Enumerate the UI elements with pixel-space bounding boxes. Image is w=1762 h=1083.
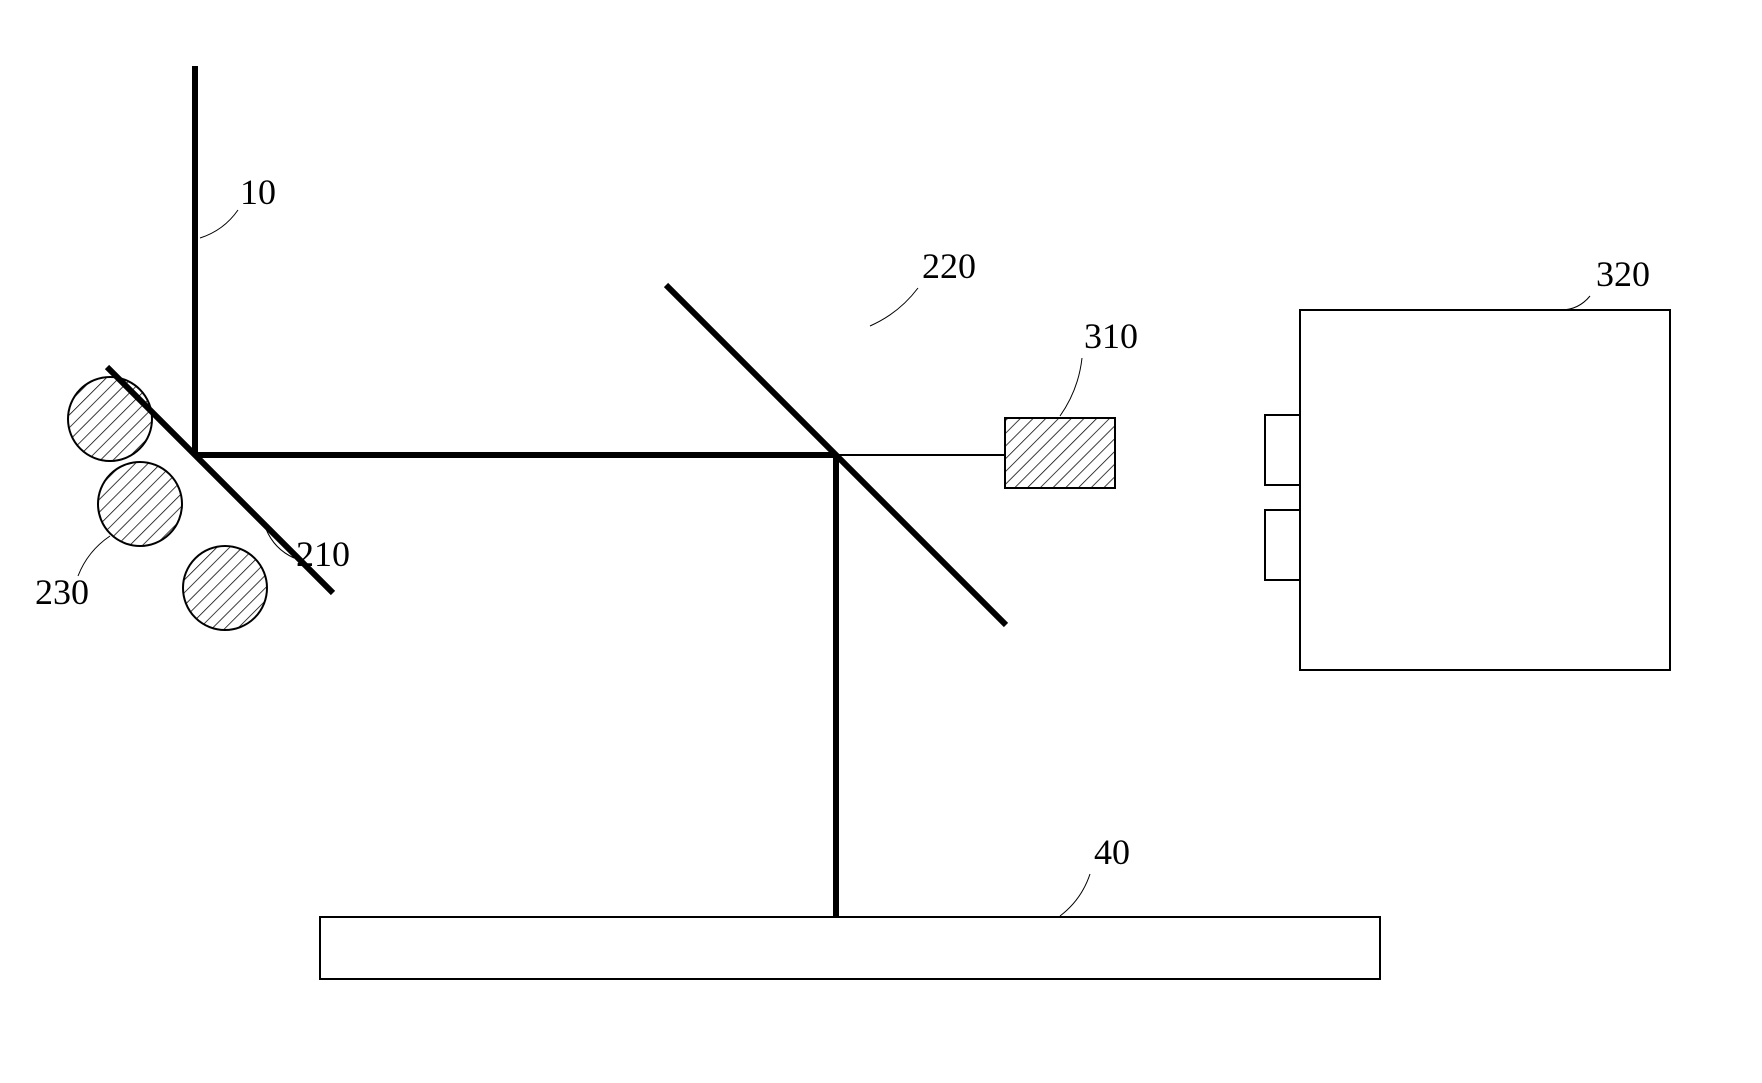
device-320-body	[1300, 310, 1670, 670]
label-320: 320	[1596, 254, 1650, 294]
stage-40	[320, 917, 1380, 979]
device-320-prong-top	[1265, 415, 1300, 485]
leader-310	[1060, 358, 1082, 416]
label-40: 40	[1094, 832, 1130, 872]
roller-230-3	[183, 546, 267, 630]
leader-40	[1060, 874, 1090, 916]
label-310: 310	[1084, 316, 1138, 356]
device-320-prong-bottom	[1265, 510, 1300, 580]
leader-230	[78, 536, 110, 576]
component-310	[1005, 418, 1115, 488]
label-10: 10	[240, 172, 276, 212]
label-210: 210	[296, 534, 350, 574]
roller-230-1	[68, 377, 152, 461]
roller-230-2	[98, 462, 182, 546]
label-220: 220	[922, 246, 976, 286]
leader-220	[870, 288, 918, 326]
leader-10	[200, 210, 238, 238]
leader-320	[1560, 296, 1590, 310]
label-230: 230	[35, 572, 89, 612]
